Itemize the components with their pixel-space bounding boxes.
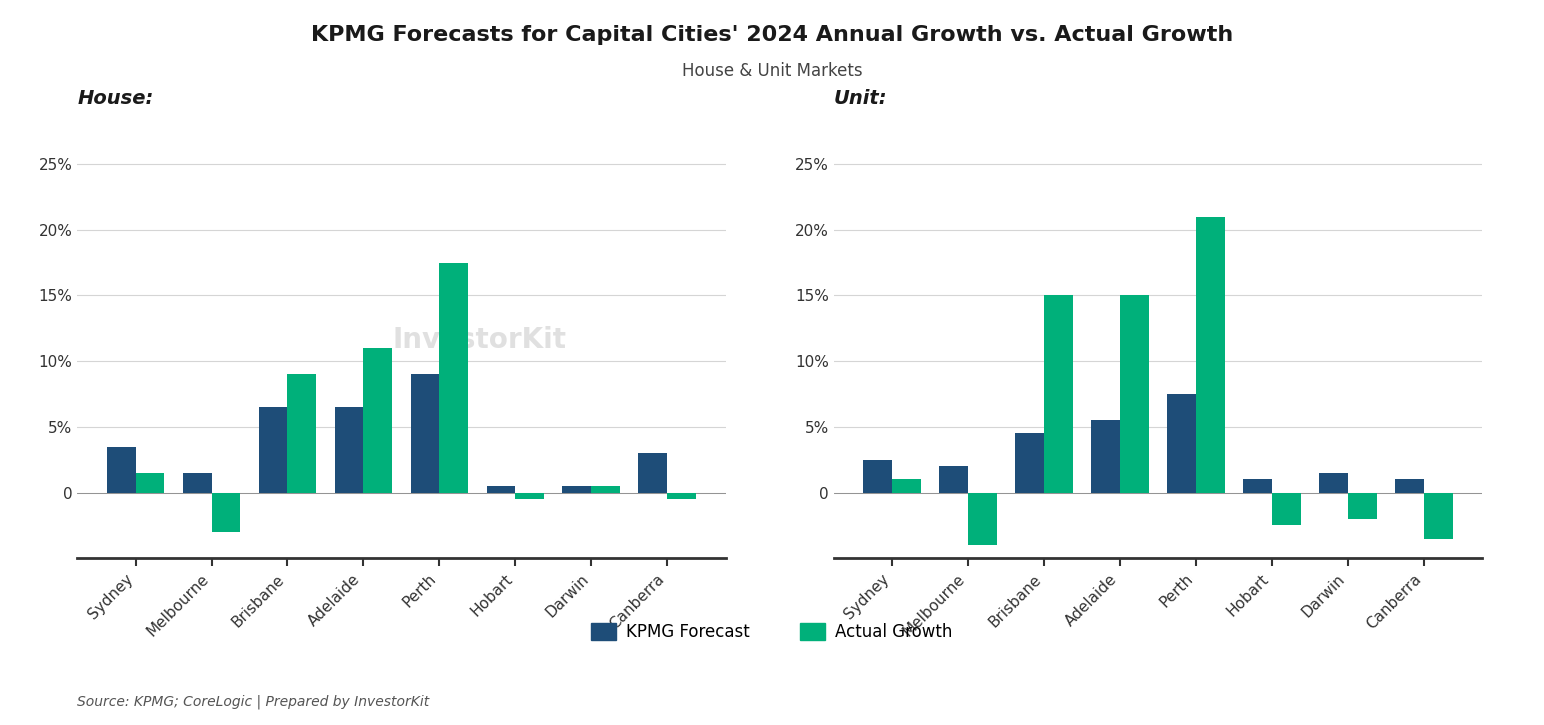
Bar [516, 492, 545, 499]
Bar [1197, 217, 1224, 492]
Text: Source: KPMG; CoreLogic | Prepared by InvestorKit: Source: KPMG; CoreLogic | Prepared by In… [77, 695, 429, 709]
Bar [1319, 473, 1348, 492]
Bar [1092, 420, 1119, 492]
Bar [258, 407, 287, 492]
Text: Unit:: Unit: [834, 89, 888, 108]
Bar [939, 466, 968, 492]
Legend: KPMG Forecast, Actual Growth: KPMG Forecast, Actual Growth [585, 616, 959, 648]
Text: House:: House: [77, 89, 153, 108]
Bar [1014, 434, 1044, 492]
Bar [1348, 492, 1377, 519]
Bar [591, 486, 621, 492]
Text: House & Unit Markets: House & Unit Markets [682, 62, 862, 80]
Bar [667, 492, 696, 499]
Bar [639, 453, 667, 492]
Bar [363, 348, 392, 492]
Bar [1167, 394, 1197, 492]
Bar [107, 447, 136, 492]
Text: KPMG Forecasts for Capital Cities' 2024 Annual Growth vs. Actual Growth: KPMG Forecasts for Capital Cities' 2024 … [310, 25, 1234, 46]
Bar [440, 262, 468, 492]
Bar [1243, 479, 1272, 492]
Bar [182, 473, 212, 492]
Bar [287, 374, 317, 492]
Bar [335, 407, 363, 492]
Bar [562, 486, 591, 492]
Bar [486, 486, 516, 492]
Bar [212, 492, 241, 532]
Bar [968, 492, 997, 545]
Bar [1044, 296, 1073, 492]
Bar [136, 473, 164, 492]
Bar [863, 460, 892, 492]
Bar [1272, 492, 1302, 526]
Bar [1119, 296, 1149, 492]
Bar [892, 479, 920, 492]
Bar [1424, 492, 1453, 539]
Text: InvestorKit: InvestorKit [392, 326, 567, 354]
Bar [411, 374, 440, 492]
Bar [1396, 479, 1424, 492]
